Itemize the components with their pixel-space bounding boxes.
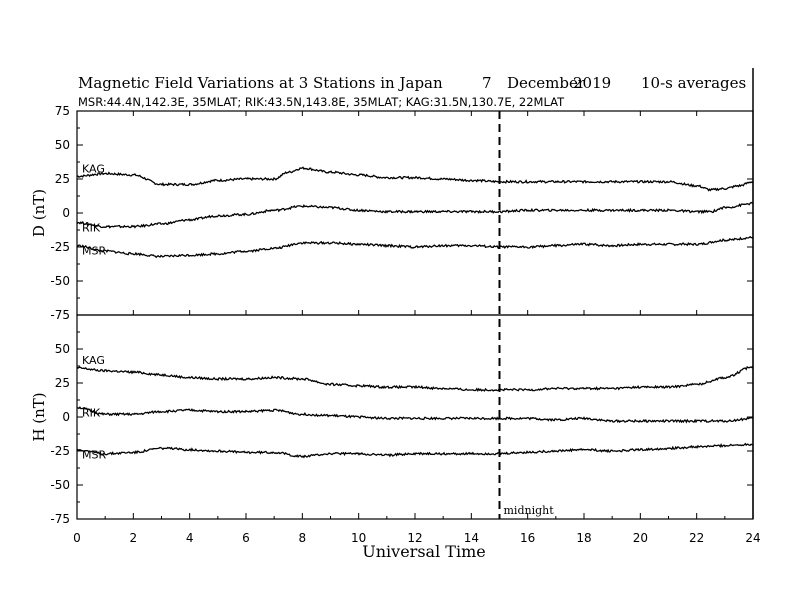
- station-info: MSR:44.4N,142.3E, 35MLAT; RIK:43.5N,143.…: [78, 95, 565, 109]
- series-line-msr: [76, 442, 754, 459]
- y-tick-label: -25: [50, 240, 70, 254]
- midnight-label: midnight: [504, 504, 555, 517]
- series-label-msr: MSR: [82, 449, 106, 462]
- x-tick-label: 6: [242, 531, 250, 545]
- x-tick-label: 8: [299, 531, 307, 545]
- series-line-kag: [76, 166, 754, 192]
- series-line-rik: [76, 406, 754, 424]
- date-year: 2019: [573, 74, 611, 92]
- y-tick-label: -75: [50, 308, 70, 322]
- x-tick-label: 4: [186, 531, 194, 545]
- series-layer: KAG RIK MSR KAG RIK MSR: [76, 162, 754, 462]
- x-tick-label: 24: [745, 531, 760, 545]
- averaging-label: 10-s averages: [641, 74, 746, 92]
- x-tick-label: 2: [130, 531, 138, 545]
- y-tick-label: 25: [55, 376, 70, 390]
- date-day: 7: [482, 74, 492, 92]
- series-line-kag: [76, 365, 754, 392]
- x-tick-label: 22: [689, 531, 704, 545]
- series-label-msr: MSR: [82, 245, 106, 258]
- x-tick-label: 14: [464, 531, 479, 545]
- series-line-rik: [76, 201, 754, 229]
- y-tick-label: 0: [62, 206, 70, 220]
- y-tick-label: 50: [55, 342, 70, 356]
- y-tick-label: 50: [55, 138, 70, 152]
- x-tick-label: 0: [73, 531, 81, 545]
- y-axis-label-h: H (nT): [30, 392, 48, 441]
- y-axis-label-d: D (nT): [30, 189, 48, 237]
- chart-title: Magnetic Field Variations at 3 Stations …: [78, 74, 443, 92]
- y-tick-label: -25: [50, 444, 70, 458]
- series-label-rik: RIK: [82, 222, 101, 235]
- panel-d-frame: [76, 110, 754, 316]
- x-tick-label: 10: [351, 531, 366, 545]
- panel-h-frame: [76, 314, 754, 520]
- y-tick-label: -50: [50, 478, 70, 492]
- x-tick-label: 12: [407, 531, 422, 545]
- series-line-msr: [76, 235, 754, 259]
- ticks-layer: 0 2 4 6 8 10 12 14 16 18 20 22 247550250-25-50-75502…: [50, 104, 760, 545]
- series-label-rik: RIK: [82, 406, 101, 419]
- series-label-kag: KAG: [82, 162, 105, 175]
- x-tick-label: 16: [520, 531, 535, 545]
- x-tick-label: 20: [633, 531, 648, 545]
- x-axis-label: Universal Time: [362, 542, 485, 561]
- y-tick-label: -75: [50, 512, 70, 526]
- y-tick-label: 0: [62, 410, 70, 424]
- y-tick-label: 75: [55, 104, 70, 118]
- y-tick-label: 25: [55, 172, 70, 186]
- series-label-kag: KAG: [82, 354, 105, 367]
- x-tick-label: 18: [576, 531, 591, 545]
- date-month: December: [507, 74, 586, 92]
- y-tick-label: -50: [50, 274, 70, 288]
